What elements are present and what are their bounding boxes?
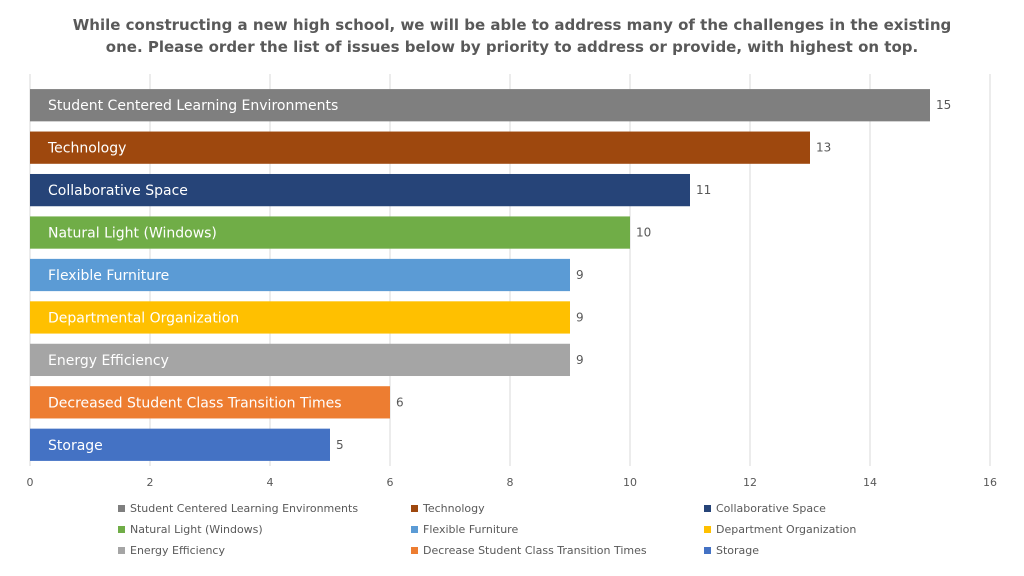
legend-item: Energy Efficiency <box>118 542 411 559</box>
legend-item: Storage <box>704 542 998 559</box>
bar <box>30 343 570 377</box>
legend-swatch <box>411 547 418 554</box>
bar-category-label: Student Centered Learning Environments <box>48 98 338 114</box>
legend-label: Decrease Student Class Transition Times <box>423 544 647 557</box>
bar-category-label: Decreased Student Class Transition Times <box>48 395 342 411</box>
x-tick-label: 12 <box>743 476 757 489</box>
legend-label: Flexible Furniture <box>423 523 519 536</box>
bar-category-label: Departmental Organization <box>48 310 239 326</box>
legend-label: Natural Light (Windows) <box>130 523 263 536</box>
bar-value-label: 13 <box>816 141 831 155</box>
legend-label: Collaborative Space <box>716 502 826 515</box>
legend-item: Natural Light (Windows) <box>118 521 411 538</box>
bar-category-label: Energy Efficiency <box>48 353 169 369</box>
legend-label: Energy Efficiency <box>130 544 225 557</box>
legend-item: Collaborative Space <box>704 500 998 517</box>
bar <box>30 301 570 334</box>
legend-label: Technology <box>423 502 485 515</box>
legend-swatch <box>118 547 125 554</box>
bar-value-label: 9 <box>576 353 584 367</box>
bar-category-label: Storage <box>48 438 103 454</box>
bar-value-label: 5 <box>336 438 344 452</box>
bar-value-label: 9 <box>576 310 584 324</box>
x-tick-label: 8 <box>507 476 514 489</box>
legend-item: Decrease Student Class Transition Times <box>411 542 704 559</box>
bar-chart: 0 2 4 6 8 10 12 14 16 Student Centered Learning E… <box>27 74 997 489</box>
bar-value-label: 11 <box>696 183 711 197</box>
x-tick-label: 2 <box>147 476 154 489</box>
legend-label: Student Centered Learning Environments <box>130 502 359 515</box>
legend-swatch <box>704 526 711 533</box>
bar-value-label: 6 <box>396 395 404 409</box>
bar-value-label: 15 <box>936 98 951 112</box>
x-tick-label: 4 <box>267 476 274 489</box>
bar <box>30 173 690 207</box>
legend-swatch <box>704 505 711 512</box>
x-tick-label: 14 <box>863 476 877 489</box>
x-tick-label: 0 <box>27 476 34 489</box>
chart-title: While constructing a new high school, we… <box>72 16 952 56</box>
bar <box>30 216 630 249</box>
legend-item: Student Centered Learning Environments <box>118 500 411 517</box>
bar <box>30 131 810 164</box>
legend-label: Storage <box>716 544 760 557</box>
bar <box>30 89 930 122</box>
bar-value-label: 10 <box>636 226 651 240</box>
legend-swatch <box>411 505 418 512</box>
legend-item: Flexible Furniture <box>411 521 704 538</box>
legend-swatch <box>411 526 418 533</box>
chart-legend: Student Centered Learning Environments Te… <box>118 500 998 559</box>
legend-swatch <box>118 526 125 533</box>
legend-item: Department Organization <box>704 521 998 538</box>
bar-category-label: Collaborative Space <box>48 183 188 199</box>
x-tick-label: 16 <box>983 476 997 489</box>
legend-label: Department Organization <box>716 523 857 536</box>
bar-category-label: Flexible Furniture <box>48 268 169 284</box>
bar-category-label: Natural Light (Windows) <box>48 226 217 242</box>
bar-value-label: 9 <box>576 268 584 282</box>
bar <box>30 258 570 292</box>
legend-swatch <box>704 547 711 554</box>
bar <box>30 386 390 419</box>
bar-category-label: Technology <box>47 141 126 157</box>
legend-swatch <box>118 505 125 512</box>
x-tick-label: 6 <box>387 476 394 489</box>
x-tick-label: 10 <box>623 476 637 489</box>
legend-item: Technology <box>411 500 704 517</box>
bar <box>30 428 330 461</box>
